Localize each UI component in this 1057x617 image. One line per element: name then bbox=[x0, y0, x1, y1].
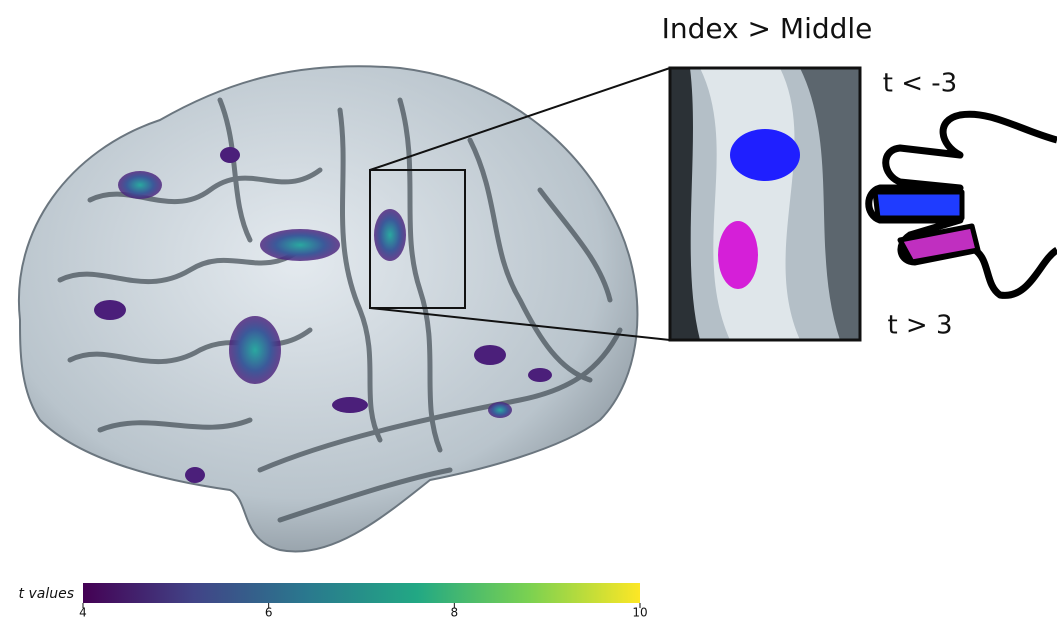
hand-icon bbox=[869, 114, 1057, 295]
inset-label: t > 3 bbox=[887, 311, 952, 341]
inset bbox=[670, 68, 860, 340]
colorbar bbox=[83, 583, 640, 603]
colorbar-tick-label: 6 bbox=[265, 606, 273, 617]
figure: Index > Middle t < -3 t > 3 t values 4 6 8… bbox=[0, 0, 1057, 617]
colorbar-label: t values bbox=[19, 586, 74, 602]
colorbar-tick-label: 10 bbox=[632, 606, 647, 617]
inset-label: t < -3 bbox=[883, 69, 957, 99]
colorbar-tick-label: 4 bbox=[79, 606, 87, 617]
title: Index > Middle bbox=[662, 12, 873, 45]
colorbar-tick-label: 8 bbox=[451, 606, 459, 617]
brain bbox=[19, 66, 638, 551]
